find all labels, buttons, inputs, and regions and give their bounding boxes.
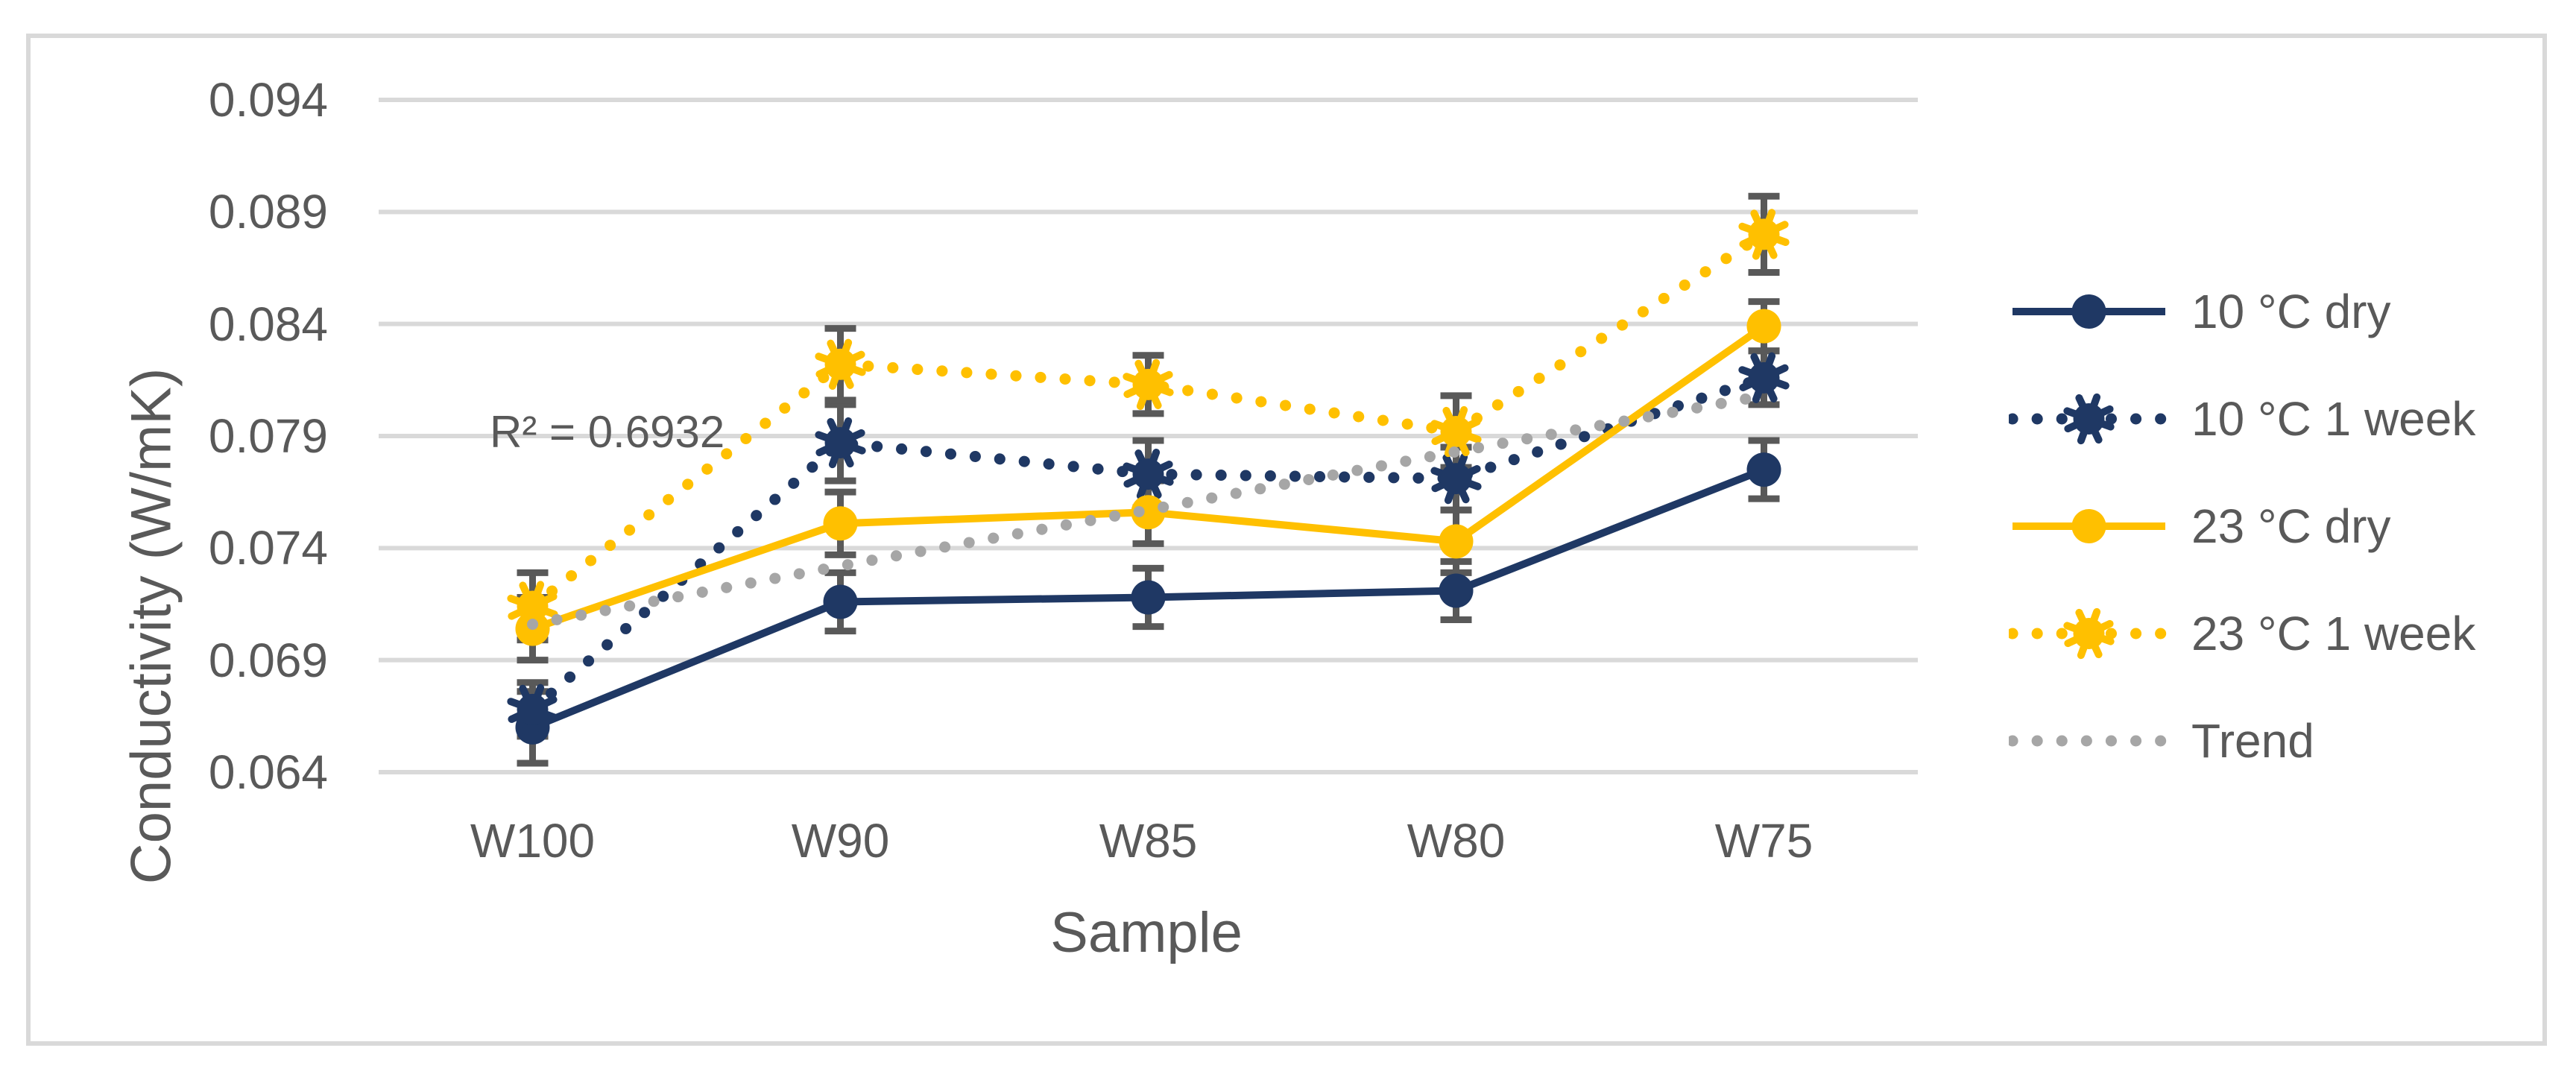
legend-item: 23 °C 1 week bbox=[2007, 600, 2476, 667]
r-squared-annotation: R² = 0.6932 bbox=[490, 407, 725, 457]
y-tick-label: 0.084 bbox=[208, 297, 328, 351]
x-tick-label: W90 bbox=[791, 814, 890, 868]
legend-sample-dotted-line bbox=[2007, 607, 2171, 660]
legend-item: Trend bbox=[2007, 707, 2314, 774]
x-tick-label: W85 bbox=[1099, 814, 1198, 868]
legend-marker-icon bbox=[2007, 600, 2171, 667]
legend-item: 10 °C dry bbox=[2009, 278, 2390, 345]
legend-label: 10 °C 1 week bbox=[2191, 392, 2476, 446]
legend-sample-dotted-line bbox=[2007, 735, 2171, 747]
chart-border bbox=[26, 34, 2547, 1046]
legend-sample-solid-line bbox=[2012, 509, 2165, 543]
legend-marker-icon bbox=[2007, 385, 2171, 452]
legend-marker-icon bbox=[2007, 707, 2171, 774]
x-tick-label: W80 bbox=[1407, 814, 1506, 868]
legend-label: 10 °C dry bbox=[2191, 285, 2391, 338]
x-tick-label: W100 bbox=[470, 814, 596, 868]
legend-marker-icon bbox=[2009, 493, 2169, 560]
y-tick-label: 0.074 bbox=[208, 521, 328, 575]
legend-sample-dotted-line bbox=[2007, 393, 2171, 445]
legend-sample-solid-line bbox=[2012, 294, 2165, 329]
legend-label: Trend bbox=[2191, 714, 2314, 768]
x-tick-label: W75 bbox=[1714, 814, 1813, 868]
y-tick-label: 0.064 bbox=[208, 745, 328, 799]
legend-item: 10 °C 1 week bbox=[2007, 385, 2476, 452]
legend-marker-icon bbox=[2009, 278, 2169, 345]
y-tick-label: 0.089 bbox=[208, 185, 328, 239]
legend-item: 23 °C dry bbox=[2009, 493, 2390, 560]
y-tick-label: 0.069 bbox=[208, 633, 328, 687]
y-tick-label: 0.094 bbox=[208, 73, 328, 127]
legend-label: 23 °C 1 week bbox=[2191, 607, 2476, 660]
y-tick-label: 0.079 bbox=[208, 409, 328, 463]
x-axis-title: Sample bbox=[1050, 901, 1243, 964]
legend-label: 23 °C dry bbox=[2191, 499, 2391, 553]
